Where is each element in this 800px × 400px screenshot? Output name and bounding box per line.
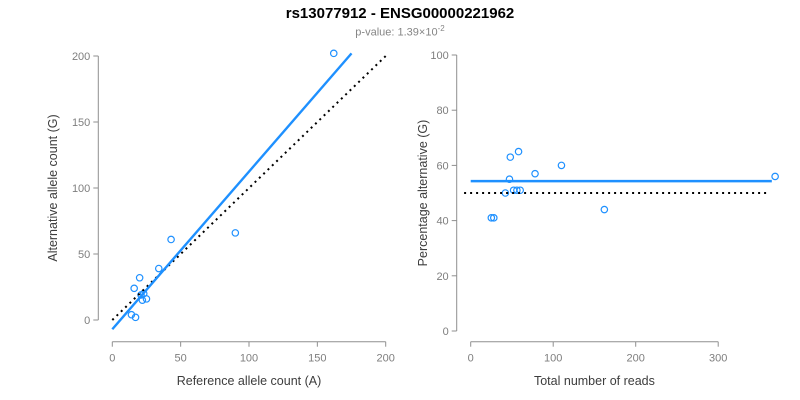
data-point [130, 284, 138, 293]
p-value-exponent: -2 [437, 24, 445, 33]
data-point [329, 49, 338, 58]
data-point [167, 235, 175, 244]
y-tick-label: 40 [436, 216, 448, 228]
identity-line [111, 53, 388, 321]
data-point [154, 264, 163, 273]
y-tick-label: 60 [436, 160, 448, 172]
data-point [231, 229, 240, 237]
data-point [135, 273, 144, 282]
y-tick-label: 0 [84, 315, 90, 327]
x-tick-label: 0 [109, 353, 115, 365]
data-point [516, 186, 525, 195]
x-tick-label: 100 [544, 353, 562, 365]
y-tick-label: 200 [72, 51, 90, 63]
x-tick-label: 200 [627, 353, 645, 365]
x-tick-label: 100 [240, 353, 258, 365]
figure-title: rs13077912 - ENSG00000221962 [285, 5, 515, 22]
data-point [506, 153, 515, 161]
y-axis-title: Alternative allele count (G) [46, 114, 60, 261]
data-point [557, 161, 566, 170]
y-tick-label: 50 [78, 249, 90, 261]
data-point [138, 296, 147, 305]
data-point [501, 189, 510, 197]
figure-subtitle: p-value: 1.39×10-2 [0, 24, 800, 39]
y-tick-label: 150 [72, 117, 90, 129]
data-point [131, 313, 140, 322]
y-axis-title: Percentage alternative (G) [416, 120, 430, 267]
y-tick-label: 100 [430, 50, 448, 62]
data-point [487, 214, 496, 222]
data-point [513, 186, 521, 195]
x-tick-label: 150 [308, 353, 326, 365]
y-tick-label: 80 [436, 105, 448, 117]
p-value-text: p-value: 1.39×10 [355, 26, 438, 39]
data-point [142, 295, 151, 303]
data-point [600, 205, 609, 214]
x-tick-label: 200 [377, 353, 395, 365]
y-tick-label: 0 [443, 326, 449, 338]
x-axis-title: Reference allele count (A) [177, 374, 322, 388]
x-tick-label: 50 [175, 353, 187, 365]
x-axis-title: Total number of reads [534, 374, 655, 388]
data-point [489, 214, 498, 222]
y-tick-label: 100 [72, 183, 90, 195]
regression-line [111, 52, 353, 331]
data-point [505, 175, 514, 184]
data-point [514, 147, 523, 156]
y-tick-label: 20 [436, 271, 448, 283]
x-tick-label: 0 [468, 353, 474, 365]
data-point [771, 172, 779, 181]
x-tick-label: 300 [709, 353, 727, 365]
data-point [531, 169, 539, 178]
